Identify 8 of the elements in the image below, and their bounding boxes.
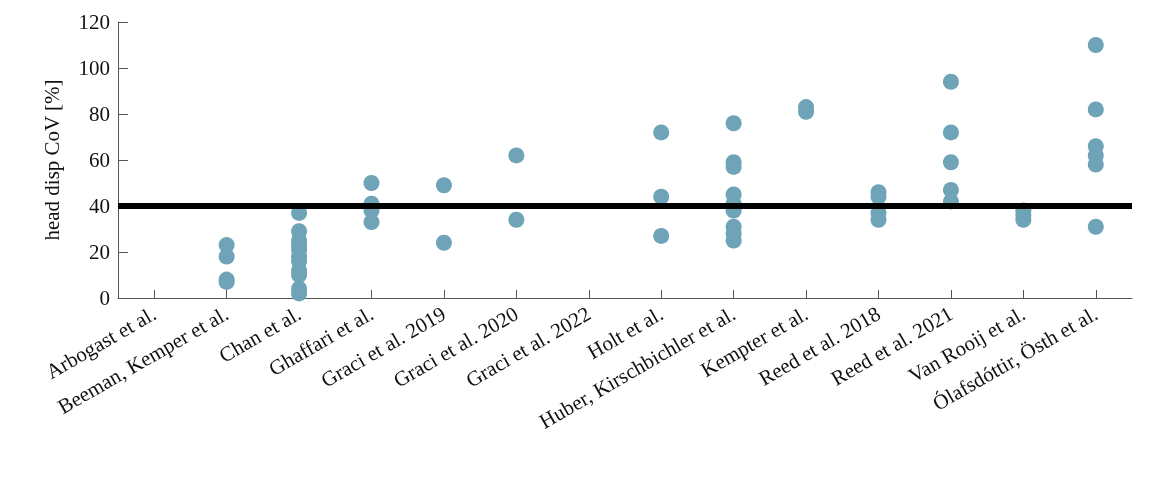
y-tick-label: 40 [89, 194, 110, 218]
y-tick-label: 20 [89, 240, 110, 264]
y-tick-label: 0 [99, 286, 110, 310]
y-tick-label: 80 [89, 102, 110, 126]
y-tick-label: 100 [78, 56, 110, 80]
y-tick-label: 60 [89, 148, 110, 172]
y-tick-label: 120 [78, 10, 110, 34]
y-axis-title: head disp CoV [%] [39, 79, 64, 241]
